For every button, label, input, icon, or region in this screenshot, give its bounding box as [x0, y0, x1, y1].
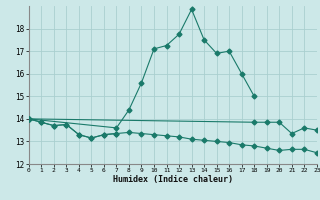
X-axis label: Humidex (Indice chaleur): Humidex (Indice chaleur)	[113, 175, 233, 184]
